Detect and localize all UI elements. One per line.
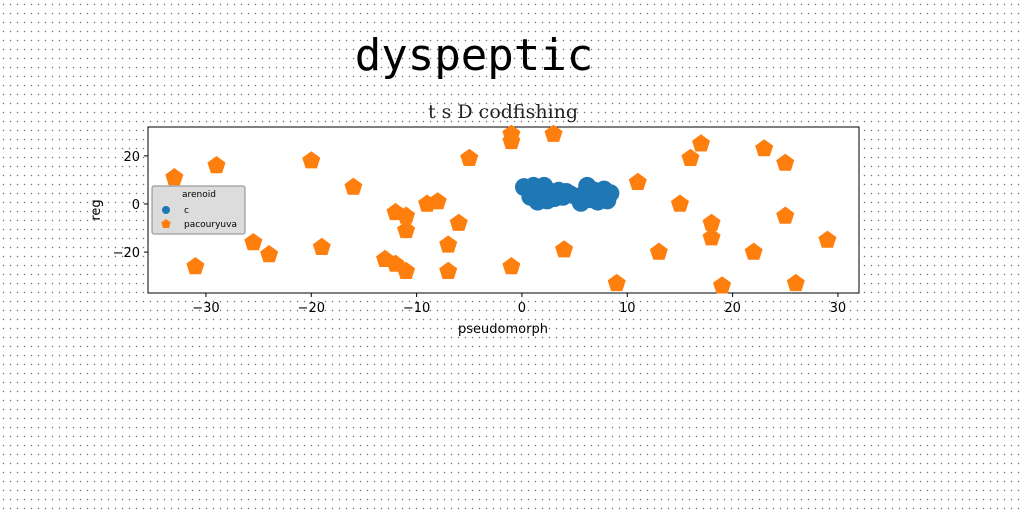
x-tick-label: 10 (619, 301, 636, 316)
plot-area (148, 127, 859, 293)
x-tick-label: 0 (518, 301, 526, 316)
x-tick-label: −10 (403, 301, 430, 316)
y-tick-label: −20 (113, 246, 140, 261)
y-axis: −20 0 20 (113, 150, 148, 261)
x-tick-label: −30 (192, 301, 219, 316)
legend: arenoid c pacouryuva (152, 186, 245, 234)
x-tick-label: −20 (298, 301, 325, 316)
chart-title: t s D codfishing (428, 101, 578, 123)
data-point (601, 184, 619, 202)
legend-marker-c (162, 206, 170, 214)
y-axis-label: reg (89, 199, 104, 220)
x-axis-label: pseudomorph (458, 322, 548, 337)
x-axis: −30 −20 −10 0 10 20 30 (192, 293, 846, 316)
legend-title: arenoid (182, 190, 216, 200)
legend-label-c: c (184, 206, 189, 216)
x-tick-label: 30 (830, 301, 847, 316)
legend-label-pacouryuva: pacouryuva (184, 220, 237, 230)
y-tick-label: 0 (132, 198, 140, 213)
y-tick-label: 20 (123, 150, 140, 165)
x-tick-label: 20 (724, 301, 741, 316)
chart-suptitle: dyspeptic (355, 30, 593, 81)
